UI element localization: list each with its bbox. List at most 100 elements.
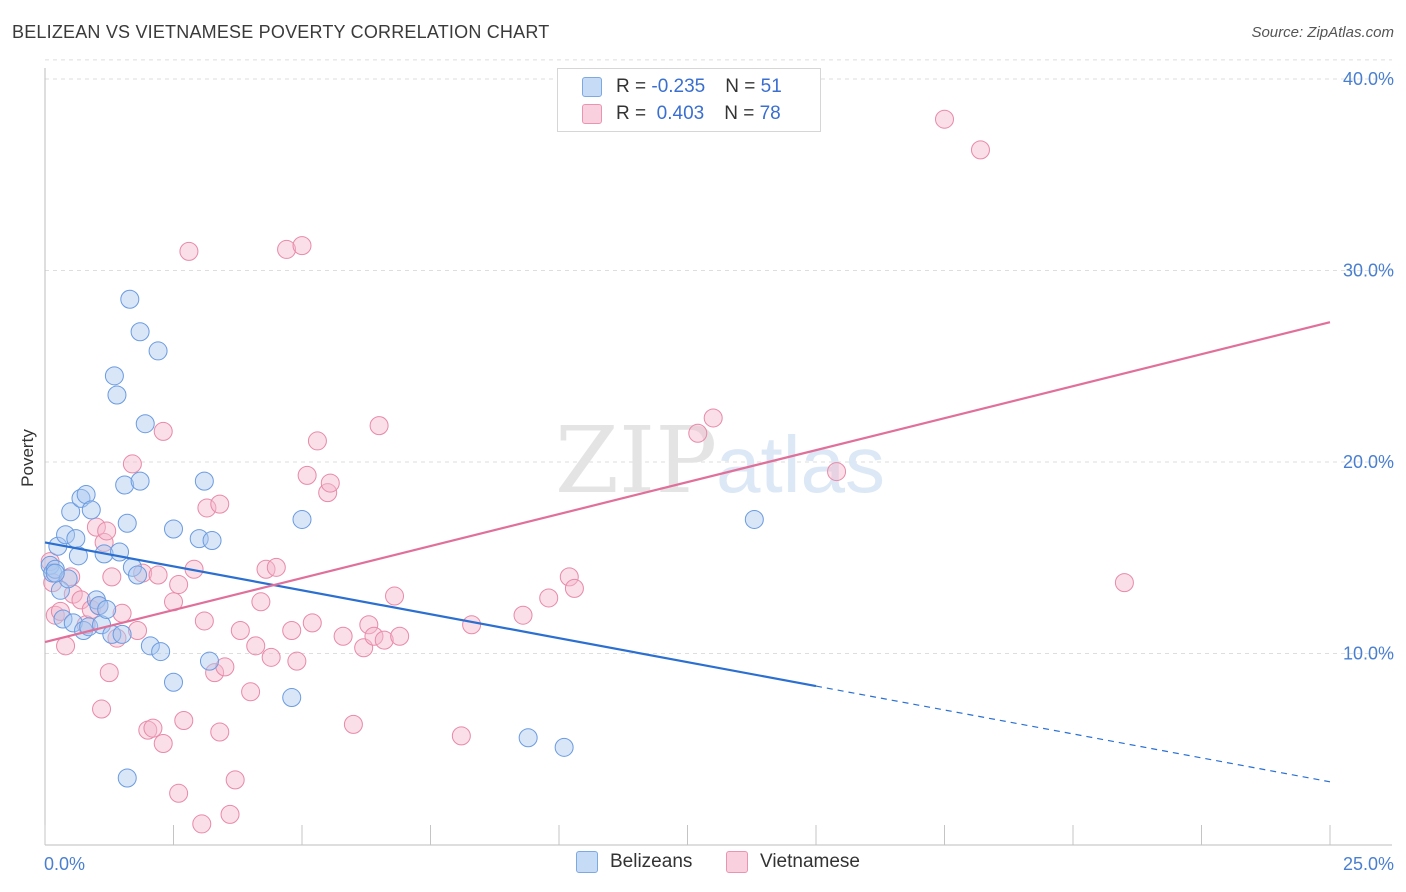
data-point [292, 236, 312, 256]
data-point [197, 498, 217, 518]
legend-n-label: N = [724, 103, 760, 124]
data-point [451, 726, 471, 746]
data-point [688, 423, 708, 443]
data-point [202, 531, 222, 551]
data-point [107, 628, 127, 648]
data-point [935, 109, 954, 129]
data-point [68, 546, 88, 566]
chart-title: BELIZEAN VS VIETNAMESE POVERTY CORRELATI… [12, 22, 550, 42]
data-point [104, 366, 124, 386]
data-point [266, 557, 286, 577]
data-point [63, 613, 83, 633]
data-point [169, 575, 189, 595]
data-point [120, 289, 140, 309]
data-point [130, 471, 150, 491]
legend-r-value: -0.235 [651, 76, 706, 97]
belizean-points [40, 289, 764, 788]
y-tick-label: 20.0% [1343, 452, 1394, 472]
data-point [559, 567, 579, 587]
data-point [179, 241, 199, 261]
data-point [282, 621, 302, 641]
watermark-zip: ZIP [555, 407, 717, 514]
watermark-atlas: atlas [716, 420, 885, 509]
data-point [320, 473, 340, 493]
data-point [148, 341, 168, 361]
data-point [174, 711, 194, 731]
data-point [210, 494, 230, 514]
data-point [364, 626, 384, 646]
correlation-legend: R = -0.235 N = 51 R = 0.403 N = 78 [557, 68, 821, 132]
data-point [539, 588, 559, 608]
data-point [122, 454, 142, 474]
data-point [112, 624, 132, 644]
data-point [140, 636, 160, 656]
data-point [261, 647, 281, 667]
data-point [97, 521, 117, 541]
data-point [230, 621, 250, 641]
data-point [333, 626, 353, 646]
data-point [205, 663, 225, 683]
data-point [117, 768, 137, 788]
data-point [210, 722, 230, 742]
legend-item-vietnamese: Vietnamese [726, 851, 860, 873]
data-point [277, 239, 297, 259]
trend-line-belizeans [44, 541, 817, 688]
legend-swatch-vietnamese [726, 851, 748, 873]
data-point [359, 615, 379, 635]
data-point [61, 502, 81, 522]
legend-label-belizeans: Belizeans [610, 851, 693, 872]
data-point [564, 578, 584, 598]
x-tick-labels: 0.0% 25.0% [44, 854, 1394, 874]
data-point [827, 462, 847, 482]
series-legend: Belizeans Vietnamese [0, 851, 1406, 877]
data-point [148, 565, 168, 585]
data-point [220, 804, 240, 824]
data-point [199, 651, 219, 671]
x-tick-label: 0.0% [44, 854, 85, 874]
data-point [169, 783, 189, 803]
data-point [128, 565, 148, 585]
data-point [744, 509, 764, 529]
watermark: ZIP atlas [555, 407, 885, 514]
legend-r-value: 0.403 [651, 103, 705, 124]
data-point [56, 525, 76, 545]
legend-n-label: N = [725, 76, 761, 97]
data-point [246, 636, 266, 656]
data-point [703, 408, 723, 428]
data-point [292, 509, 312, 529]
data-point [297, 465, 317, 485]
data-point [282, 688, 302, 708]
data-point [50, 580, 70, 600]
legend-row-vietnamese: R = 0.403 N = 78 [558, 100, 781, 128]
data-point [151, 642, 171, 662]
data-point [307, 431, 327, 451]
data-point [970, 140, 990, 160]
data-point [66, 529, 86, 549]
legend-swatch-belizeans [582, 77, 602, 97]
data-point [128, 621, 148, 641]
data-point [143, 718, 163, 738]
trend-lines [44, 321, 1331, 783]
data-point [135, 414, 155, 434]
data-point [153, 734, 173, 754]
y-tick-label: 30.0% [1343, 261, 1394, 281]
data-point [130, 322, 150, 342]
legend-swatch-belizeans [576, 851, 598, 873]
data-point [513, 605, 533, 625]
data-point [99, 663, 119, 683]
legend-item-belizeans: Belizeans [576, 851, 692, 873]
legend-n-value: 78 [759, 103, 781, 124]
data-point [117, 513, 137, 533]
vietnamese-points [40, 109, 1134, 834]
data-point [94, 532, 114, 552]
data-point [374, 630, 394, 650]
legend-row-belizeans: R = -0.235 N = 51 [558, 73, 782, 101]
axes [44, 68, 1392, 846]
source-label: Source: ZipAtlas.com [1251, 24, 1394, 41]
data-point [518, 728, 538, 748]
data-point [71, 590, 91, 610]
data-point [1114, 573, 1134, 593]
data-point [102, 567, 122, 587]
data-point [554, 737, 574, 757]
